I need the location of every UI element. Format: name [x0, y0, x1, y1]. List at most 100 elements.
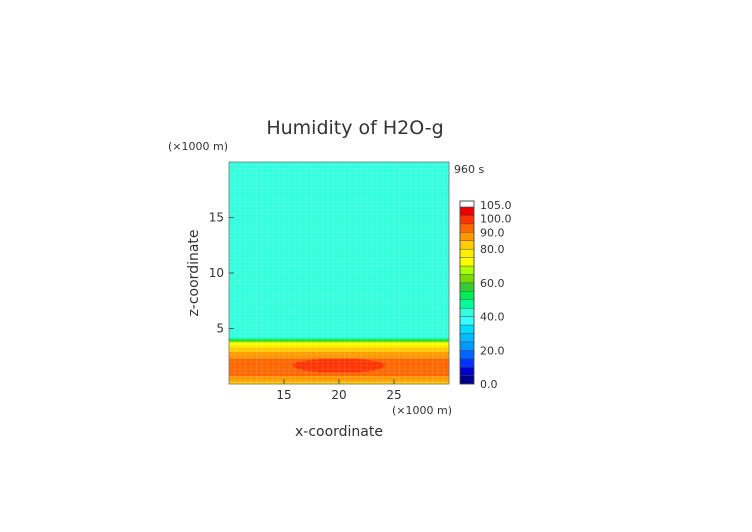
field-cell [333, 378, 336, 380]
field-cell [443, 376, 446, 378]
field-cell [339, 374, 342, 377]
field-cell [423, 373, 426, 376]
field-cell [345, 382, 348, 384]
field-cell [269, 372, 272, 375]
field-cell [323, 378, 326, 380]
field-cell [317, 376, 320, 378]
field-cell [325, 382, 328, 384]
field-cell [411, 373, 414, 376]
field-cell [351, 378, 354, 380]
field-cell [437, 380, 440, 382]
field-cell [437, 374, 440, 377]
field-cell [373, 376, 376, 378]
field-cell [267, 381, 270, 383]
field-cell [445, 373, 448, 376]
field-cell [369, 373, 372, 376]
field-cell [333, 373, 336, 376]
field-cell [279, 375, 282, 378]
field-cell [243, 377, 246, 379]
field-cell [445, 376, 448, 378]
field-cell [405, 374, 408, 377]
field-cell [377, 381, 380, 383]
field-cell [361, 378, 364, 380]
field-cell [363, 377, 366, 379]
field-cell [301, 374, 304, 377]
field-cell [389, 380, 392, 382]
field-cell [369, 380, 372, 382]
field-cell [397, 381, 400, 383]
field-cell [403, 378, 406, 380]
field-cell [317, 372, 320, 375]
field-cell [419, 382, 422, 384]
field-cell [247, 379, 250, 381]
field-cell [399, 373, 402, 376]
field-cell [293, 372, 296, 375]
field-cell [387, 375, 390, 378]
field-cell [315, 375, 318, 378]
field-cell [327, 379, 330, 381]
field-cell [317, 380, 320, 382]
field-cell [277, 379, 280, 381]
field-cell [403, 374, 406, 377]
field-cell [313, 381, 316, 383]
field-cell [241, 380, 244, 382]
field-cell [349, 377, 352, 379]
field-cell [353, 374, 356, 377]
field-cell [265, 379, 268, 381]
field-cell [331, 374, 334, 377]
field-cell [289, 372, 292, 375]
field-cell [259, 374, 262, 377]
field-cell [379, 376, 382, 378]
field-cell [303, 379, 306, 381]
field-cell [319, 379, 322, 381]
field-cell [291, 376, 294, 378]
field-cell [367, 374, 370, 377]
field-cell [285, 381, 288, 383]
field-cell [311, 376, 314, 378]
field-cell [263, 382, 266, 384]
field-cell [261, 375, 264, 378]
field-cell [265, 378, 268, 380]
field-cell [377, 374, 380, 377]
field-cell [297, 382, 300, 384]
field-cell [381, 374, 384, 377]
field-cell [267, 373, 270, 376]
field-cell [333, 381, 336, 383]
field-cell [421, 380, 424, 382]
field-cell [277, 375, 280, 378]
field-cell [249, 373, 252, 376]
field-cell [317, 378, 320, 380]
field-cell [283, 375, 286, 378]
field-cell [353, 375, 356, 378]
field-cell [291, 373, 294, 376]
field-cell [443, 379, 446, 381]
field-cell [285, 379, 288, 381]
field-cell [269, 380, 272, 382]
field-cell [271, 373, 274, 376]
field-cell [447, 378, 450, 380]
field-cell [391, 377, 394, 379]
field-cell [301, 381, 304, 383]
field-cell [241, 381, 244, 383]
field-cell [371, 375, 374, 378]
field-cell [319, 376, 322, 378]
field-cell [367, 375, 370, 378]
field-cell [343, 377, 346, 379]
field-cell [337, 382, 340, 384]
field-cell [229, 379, 232, 381]
field-cell [229, 382, 232, 384]
field-cell [401, 373, 404, 376]
field-cell [335, 380, 338, 382]
field-cell [447, 374, 450, 377]
field-cell [429, 373, 432, 376]
field-cell [241, 374, 244, 377]
field-cell [327, 373, 330, 376]
field-cell [291, 372, 294, 375]
field-cell [277, 377, 280, 379]
field-cell [333, 382, 336, 384]
field-cell [333, 376, 336, 378]
field-cell [319, 374, 322, 377]
field-cell [395, 379, 398, 381]
field-cell [435, 377, 438, 379]
field-cell [345, 380, 348, 382]
